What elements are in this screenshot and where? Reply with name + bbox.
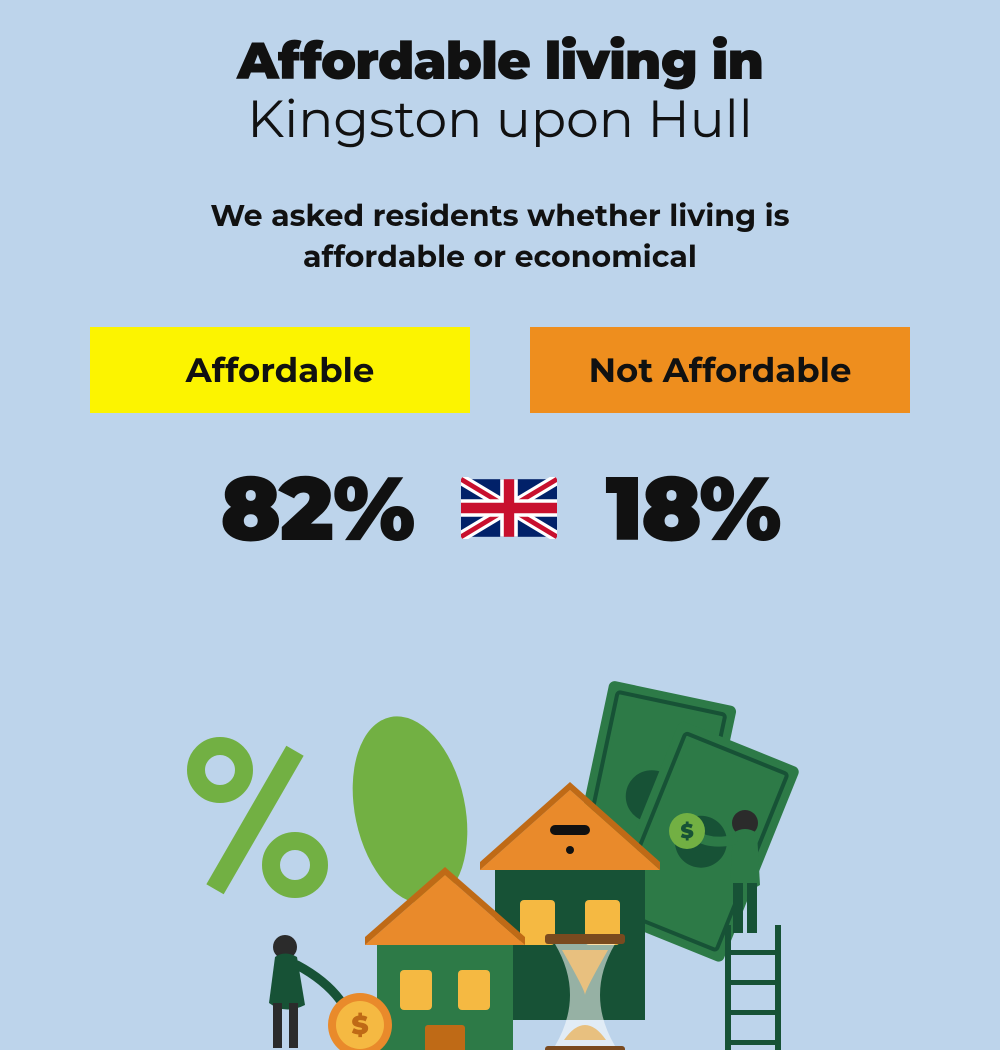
percents-row: 82% 18% xyxy=(0,453,1000,563)
svg-text:$: $ xyxy=(351,1009,368,1041)
subtitle: We asked residents whether living is aff… xyxy=(0,196,1000,277)
affordable-percent: 82% xyxy=(220,453,413,563)
not-affordable-badge: Not Affordable xyxy=(530,327,910,413)
not-affordable-percent: 18% xyxy=(605,453,779,563)
badges-row: Affordable Not Affordable xyxy=(0,327,1000,413)
svg-text:$: $ xyxy=(680,820,693,844)
title-city: Kingston upon Hull xyxy=(0,88,1000,151)
subtitle-line2: affordable or economical xyxy=(0,237,1000,278)
uk-flag-icon xyxy=(461,477,557,539)
affordable-badge-label: Affordable xyxy=(186,349,375,391)
title-line1: Affordable living in xyxy=(0,30,1000,93)
savings-house-illustration-icon: $ $ xyxy=(140,670,860,1050)
subtitle-line1: We asked residents whether living is xyxy=(0,196,1000,237)
title-block: Affordable living in Kingston upon Hull xyxy=(0,0,1000,151)
not-affordable-badge-label: Not Affordable xyxy=(589,349,852,391)
affordable-badge: Affordable xyxy=(90,327,470,413)
